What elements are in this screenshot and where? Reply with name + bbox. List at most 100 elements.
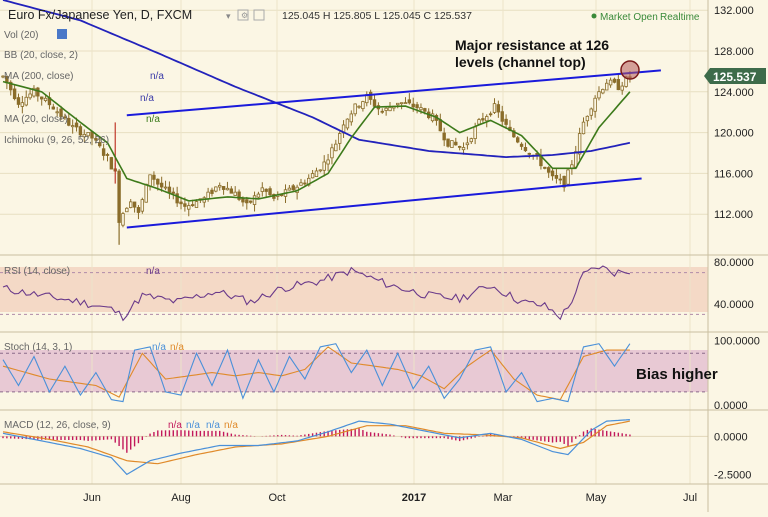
candle-body xyxy=(59,108,63,117)
bias-annotation: Bias higher xyxy=(636,366,718,383)
candle-body xyxy=(558,178,562,181)
candle-body xyxy=(407,99,412,104)
realtime-label: Realtime xyxy=(660,12,700,23)
candle-body xyxy=(105,154,110,156)
macd-signal-line xyxy=(2,420,631,465)
candle-body xyxy=(512,130,516,138)
time-tick-label: May xyxy=(586,492,607,504)
stoch-band xyxy=(0,350,708,392)
candle-body xyxy=(419,107,423,111)
symbol-title: Euro Fx/Japanese Yen, D, FXCM xyxy=(8,8,192,22)
candle-body xyxy=(20,102,25,107)
settings-button[interactable] xyxy=(237,9,249,21)
candle-body xyxy=(125,207,129,213)
stoch-tick-label: 0.0000 xyxy=(714,400,748,412)
legend-stoch: Stoch (14, 3, 1) xyxy=(4,342,72,353)
candle-body xyxy=(357,105,361,108)
candle-body xyxy=(245,199,249,204)
candle-body xyxy=(442,132,446,141)
candle-body xyxy=(454,141,458,146)
candle-body xyxy=(252,195,257,205)
resistance-annotation-line2: levels (channel top) xyxy=(455,54,586,70)
candle-body xyxy=(248,200,253,203)
candle-body xyxy=(268,188,272,196)
candle-body xyxy=(485,116,489,122)
candle-body xyxy=(415,104,419,109)
candle-body xyxy=(519,143,524,147)
candle-body xyxy=(465,142,470,146)
candle-body xyxy=(469,138,473,143)
candle-body xyxy=(601,88,605,94)
candle-body xyxy=(148,174,152,187)
candle-body xyxy=(163,186,168,189)
market-status-dot xyxy=(591,13,597,19)
candle-body xyxy=(500,111,504,122)
candle-body xyxy=(492,103,497,113)
candle-body xyxy=(156,178,160,185)
candle-body xyxy=(183,203,187,207)
candle-body xyxy=(384,107,388,111)
candle-body xyxy=(1,75,5,78)
candle-body xyxy=(67,117,71,126)
candle-body xyxy=(353,103,357,115)
candle-body xyxy=(372,99,377,107)
candle-body xyxy=(523,147,528,152)
candle-body xyxy=(430,113,435,122)
candle-body xyxy=(229,188,234,194)
candle-body xyxy=(36,87,40,97)
time-tick-label: Aug xyxy=(171,492,191,504)
candle-body xyxy=(423,108,427,112)
resistance-highlight xyxy=(620,60,640,80)
candle-body xyxy=(585,115,590,122)
candle-body xyxy=(608,79,613,86)
symbol-dropdown-icon[interactable]: ▾ xyxy=(226,11,231,21)
channel-upper-line xyxy=(126,69,661,117)
candle-body xyxy=(550,170,555,177)
candle-body xyxy=(152,174,156,180)
candle-body xyxy=(256,193,261,198)
legend-bb: BB (20, close, 2) xyxy=(4,50,78,61)
candle-body xyxy=(589,108,593,116)
rsi-tick-label: 80.0000 xyxy=(714,257,754,269)
candle-body xyxy=(616,79,621,91)
candle-body xyxy=(136,207,141,213)
time-tick-label: Oct xyxy=(268,492,285,504)
candle-body xyxy=(63,116,67,119)
candle-body xyxy=(210,189,214,194)
legend-macd: MACD (12, 26, close, 9) xyxy=(4,420,111,431)
candle-body xyxy=(225,187,230,191)
candle-body xyxy=(82,133,86,138)
resistance-annotation-line1: Major resistance at 126 xyxy=(455,37,609,53)
macd-tick-label: 0.0000 xyxy=(714,431,748,443)
candle-body xyxy=(167,186,172,193)
candle-body xyxy=(446,138,450,147)
candle-body xyxy=(51,106,56,110)
candle-body xyxy=(287,187,292,191)
candle-body xyxy=(337,133,342,144)
legend-macd-value-3: n/a xyxy=(206,420,220,431)
candle-body xyxy=(330,147,334,159)
stoch-tick-label: 100.0000 xyxy=(714,335,760,347)
candle-body xyxy=(577,133,582,155)
legend-ma-extra-value: n/a xyxy=(140,93,154,104)
candle-body xyxy=(190,204,195,207)
price-tick-label: 128.000 xyxy=(714,46,754,58)
legend-macd-value: n/a xyxy=(168,420,182,431)
candle-body xyxy=(473,126,477,139)
candle-body xyxy=(121,213,125,226)
visibility-button[interactable] xyxy=(253,9,265,21)
vol-settings-button[interactable] xyxy=(57,29,67,39)
grid xyxy=(0,0,708,484)
current-price-value: 125.537 xyxy=(713,70,757,84)
candle-body xyxy=(322,161,326,171)
candle-body xyxy=(40,96,44,100)
candle-body xyxy=(496,104,501,113)
candle-body xyxy=(260,187,264,192)
legend-rsi: RSI (14, close) xyxy=(4,266,70,277)
header-buttons: ▾ ⚙ xyxy=(226,9,265,21)
candle-body xyxy=(233,191,237,196)
candle-body xyxy=(581,121,586,135)
candle-body xyxy=(516,137,520,143)
